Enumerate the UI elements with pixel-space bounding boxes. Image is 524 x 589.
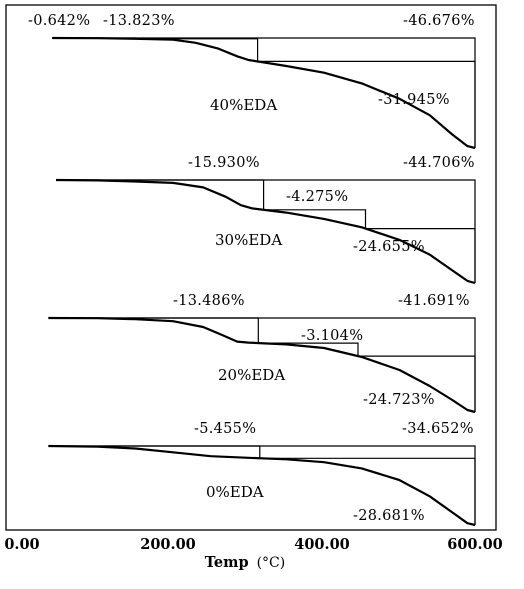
series-name-label: 40%EDA	[210, 96, 277, 114]
step-percent-label: -5.455%	[194, 421, 256, 437]
step-percent-label: -46.676%	[403, 13, 475, 29]
plot-frame	[5, 4, 497, 531]
step-marker	[56, 179, 265, 210]
step-percent-label: -41.691%	[398, 293, 470, 309]
step-marker	[258, 342, 359, 357]
step-marker	[48, 317, 259, 344]
x-tick-label: 400.00	[294, 536, 350, 553]
series-panel: -15.930% -4.275% -24.655% -44.706% 30%EDA	[55, 155, 476, 285]
step-percent-label: -34.652%	[402, 421, 474, 437]
series-panel: -13.486% -3.104% -24.723% -41.691% 20%EDA	[48, 293, 476, 414]
series-line	[48, 444, 476, 527]
step-percent-label: -3.104%	[301, 328, 363, 344]
step-percent-label: -4.275%	[286, 189, 348, 205]
x-axis: 0.00 200.00 400.00 600.00 Temp (°C)	[4, 536, 502, 571]
series-name-label: 0%EDA	[206, 483, 264, 501]
step-marker	[135, 38, 259, 62]
series-panel: -0.642% -13.823% -31.945% -46.676% 40%EDA	[28, 13, 476, 150]
step-marker	[48, 317, 476, 412]
series-panel: -5.455% -28.681% -34.652% 0%EDA	[48, 421, 476, 527]
x-tick-label: 600.00	[447, 536, 503, 553]
step-percent-label: -24.655%	[353, 239, 425, 255]
x-axis-title: Temp (°C)	[205, 554, 285, 571]
step-percent-label: -44.706%	[403, 155, 475, 171]
step-marker	[48, 445, 476, 525]
step-marker	[52, 37, 476, 148]
step-percent-label: -0.642%	[28, 13, 90, 29]
step-percent-label: -13.486%	[173, 293, 245, 309]
step-percent-label: -13.823%	[103, 13, 175, 29]
x-tick-label: 0.00	[4, 536, 39, 553]
series-name-label: 20%EDA	[218, 366, 285, 384]
step-percent-label: -15.930%	[188, 155, 260, 171]
x-tick-label: 200.00	[140, 536, 196, 553]
step-percent-label: -28.681%	[353, 508, 425, 524]
series-name-label: 30%EDA	[215, 231, 282, 249]
step-percent-label: -24.723%	[363, 392, 435, 408]
x-axis-unit: (°C)	[257, 555, 286, 571]
step-percent-label: -31.945%	[378, 92, 450, 108]
series-line	[55, 178, 476, 285]
step-marker	[263, 209, 367, 229]
x-axis-label: Temp	[205, 554, 249, 571]
step-marker	[56, 179, 476, 283]
